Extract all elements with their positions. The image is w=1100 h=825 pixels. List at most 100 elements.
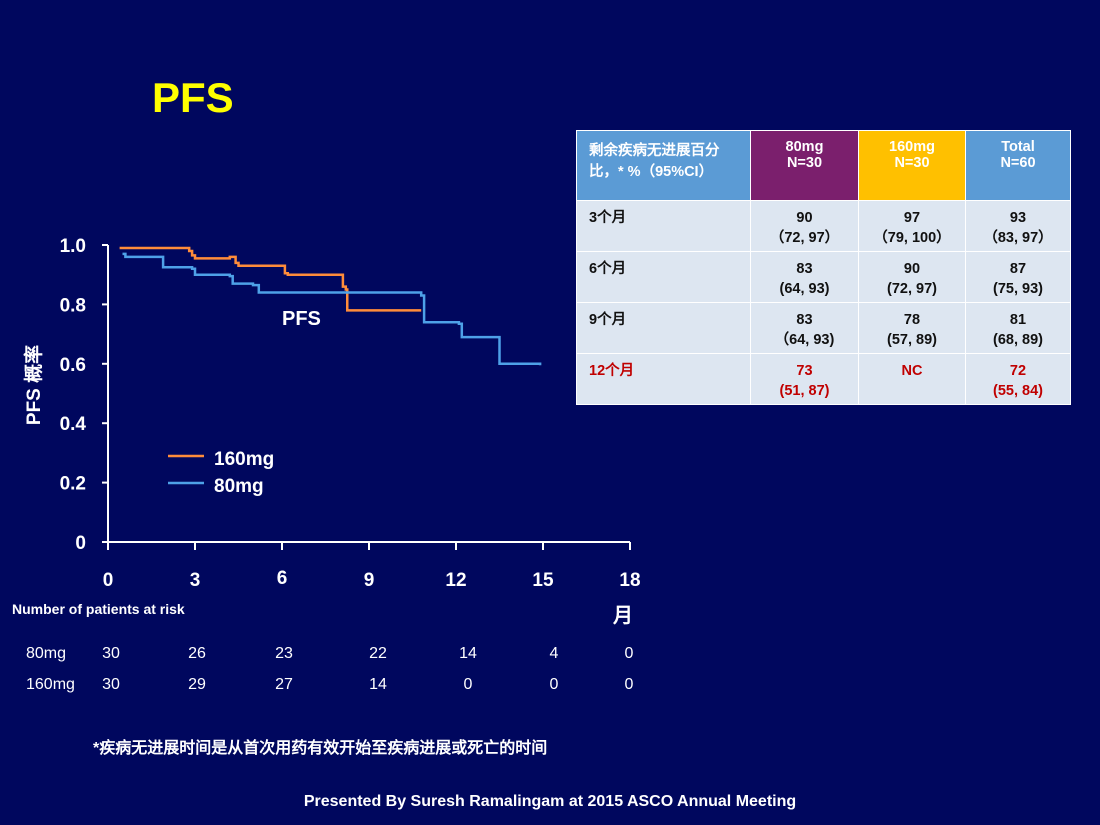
summary-value: 97	[903, 210, 921, 226]
summary-cell-80mg: 83 （64, 93)	[750, 302, 859, 354]
risk-count: 27	[275, 676, 293, 693]
summary-header-total-label: Total	[1001, 139, 1035, 155]
summary-value: 81	[1009, 312, 1027, 328]
footnote: *疾病无进展时间是从首次用药有效开始至疾病进展或死亡的时间	[93, 740, 548, 757]
summary-row-label: 12个月	[576, 353, 751, 405]
y-tick-label: 0.6	[60, 355, 86, 376]
summary-value: 90	[796, 210, 813, 226]
legend-label: 160mg	[214, 449, 274, 470]
summary-value: 78	[903, 312, 921, 328]
summary-ci: （64, 93)	[774, 332, 835, 348]
summary-ci: (72, 97)	[887, 281, 937, 297]
summary-header-160mg: 160mg N=30	[858, 130, 966, 201]
y-tick-label: 0	[75, 533, 86, 554]
risk-count: 30	[102, 645, 120, 662]
summary-row-label: 9个月	[576, 302, 751, 354]
x-axis-label: 月	[612, 605, 633, 627]
risk-count: 22	[369, 645, 387, 662]
summary-header-label: 剩余疾病无进展百分 比，* %（95%CI）	[576, 130, 751, 201]
summary-ci: (57, 89)	[887, 332, 937, 348]
x-tick-label: 0	[103, 570, 114, 591]
summary-header-80mg-dose: 80mg	[785, 139, 824, 155]
summary-header-80mg-n: N=30	[786, 155, 823, 171]
y-axis-label: PFS 概率	[22, 345, 45, 425]
summary-cell-total: 93 （83, 97）	[965, 200, 1071, 252]
summary-value: 83	[796, 312, 813, 328]
summary-ci: (68, 89)	[993, 332, 1043, 348]
risk-count: 0	[549, 676, 559, 693]
y-tick-label: 1.0	[60, 236, 86, 257]
risk-count: 4	[549, 645, 559, 662]
summary-cell-160mg: 90 (72, 97)	[858, 251, 966, 303]
risk-count: 26	[188, 645, 206, 662]
summary-row: 3个月 90 （72, 97） 97 （79, 100） 93 （83, 97）	[576, 200, 1071, 252]
summary-ci: （79, 100）	[873, 230, 951, 246]
y-tick-label: 0.4	[60, 414, 87, 435]
risk-count: 29	[188, 676, 206, 693]
summary-header-label-line1: 剩余疾病无进展百分	[589, 143, 720, 159]
chart-axes: 0 0.2 0.4 0.6 0.8 1.0 0 3 6 9 12 15 18	[60, 236, 641, 591]
summary-row-label: 3个月	[576, 200, 751, 252]
x-tick-label: 9	[364, 570, 375, 591]
summary-value: 90	[903, 261, 921, 277]
x-tick-label: 6	[277, 568, 288, 589]
summary-header-label-line2: 比，* %（95%CI）	[589, 164, 714, 180]
summary-cell-total: 87 (75, 93)	[965, 251, 1071, 303]
summary-header-total-n: N=60	[1000, 155, 1036, 171]
risk-count: 30	[102, 676, 120, 693]
risk-count: 23	[275, 645, 293, 662]
summary-ci: （83, 97）	[983, 230, 1053, 246]
summary-cell-total: 72 (55, 84)	[965, 353, 1071, 405]
summary-row-label: 6个月	[576, 251, 751, 303]
summary-table-header-row: 剩余疾病无进展百分 比，* %（95%CI） 80mg N=30 160mg N…	[576, 130, 1071, 201]
summary-cell-160mg: 78 (57, 89)	[858, 302, 966, 354]
summary-row: 6个月 83 (64, 93) 90 (72, 97) 87 (75, 93)	[576, 251, 1071, 303]
summary-ci: (64, 93)	[779, 281, 830, 297]
summary-cell-80mg: 83 (64, 93)	[750, 251, 859, 303]
y-tick-label: 0.2	[60, 474, 86, 495]
summary-header-total: Total N=60	[965, 130, 1071, 201]
summary-row: 12个月 73 (51, 87) NC 72 (55, 84)	[576, 353, 1071, 405]
summary-value: NC	[901, 363, 923, 379]
summary-value: 73	[796, 363, 813, 379]
summary-cell-80mg: 73 (51, 87)	[750, 353, 859, 405]
summary-value: 93	[1009, 210, 1027, 226]
summary-cell-total: 81 (68, 89)	[965, 302, 1071, 354]
series-line-80mg	[122, 252, 542, 366]
summary-ci: （72, 97）	[769, 230, 840, 246]
presenter-credit: Presented By Suresh Ramalingam at 2015 A…	[303, 793, 797, 810]
risk-count: 14	[459, 645, 477, 662]
summary-header-160mg-n: N=30	[894, 155, 930, 171]
summary-value: 83	[796, 261, 813, 277]
pfs-summary-table: 剩余疾病无进展百分 比，* %（95%CI） 80mg N=30 160mg N…	[576, 130, 1071, 405]
summary-cell-160mg: 97 （79, 100）	[858, 200, 966, 252]
summary-value: 72	[1009, 363, 1027, 379]
summary-row: 9个月 83 （64, 93) 78 (57, 89) 81 (68, 89)	[576, 302, 1071, 354]
summary-header-80mg: 80mg N=30	[750, 130, 859, 201]
x-tick-label: 15	[532, 570, 554, 591]
risk-table-title: Number of patients at risk	[12, 601, 185, 617]
summary-ci: (51, 87)	[779, 383, 830, 399]
summary-ci: (75, 93)	[993, 281, 1043, 297]
chart-legend: 160mg 80mg	[168, 449, 274, 497]
chart-series-layer	[119, 246, 542, 366]
summary-ci: (55, 84)	[993, 383, 1043, 399]
x-tick-label: 3	[190, 570, 201, 591]
summary-value: 87	[1009, 261, 1027, 277]
legend-label: 80mg	[214, 476, 264, 497]
y-tick-label: 0.8	[60, 295, 86, 316]
summary-cell-160mg: NC	[858, 353, 966, 405]
summary-header-160mg-dose: 160mg	[889, 139, 935, 155]
summary-cell-80mg: 90 （72, 97）	[750, 200, 859, 252]
risk-count: 0	[463, 676, 473, 693]
risk-count: 14	[369, 676, 387, 693]
risk-row-label: 80mg	[26, 645, 67, 662]
x-tick-label: 18	[619, 570, 640, 591]
risk-count: 0	[624, 645, 634, 662]
slide-title: PFS	[152, 74, 234, 121]
risk-row-label: 160mg	[26, 676, 75, 693]
series-line-160mg	[119, 246, 422, 312]
x-tick-label: 12	[445, 570, 466, 591]
summary-table-body: 3个月 90 （72, 97） 97 （79, 100） 93 （83, 97） 6个月 83 (…	[576, 200, 1071, 405]
